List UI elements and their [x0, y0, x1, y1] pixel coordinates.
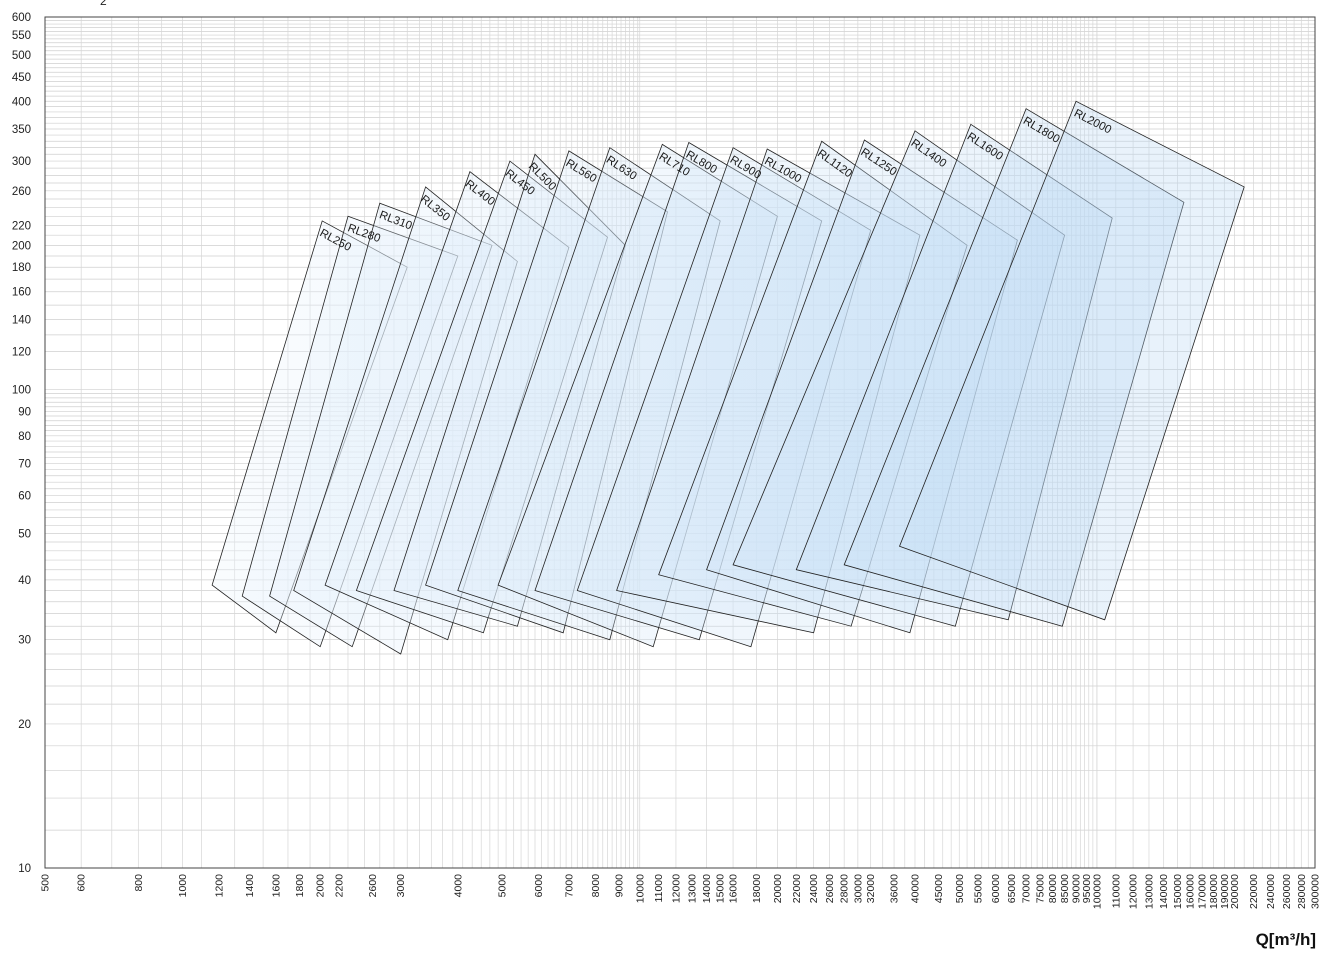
x-tick-label: 190000 [1219, 874, 1231, 909]
x-tick-label: 85000 [1059, 874, 1071, 903]
x-tick-label: 280000 [1296, 874, 1308, 909]
x-tick-label: 3000 [395, 874, 407, 898]
x-tick-label: 95000 [1081, 874, 1093, 903]
x-tick-label: 800 [133, 874, 145, 892]
x-tick-label: 260000 [1281, 874, 1293, 909]
x-tick-label: 1200 [213, 874, 225, 898]
x-tick-label: 2600 [367, 874, 379, 898]
x-tick-label: 10000 [634, 874, 646, 903]
x-tick-label: 22000 [791, 874, 803, 903]
y-tick-label: 30 [18, 635, 31, 647]
x-tick-label: 18000 [751, 874, 763, 903]
x-tick-label: 36000 [889, 874, 901, 903]
y-tick-label: 260 [12, 186, 31, 198]
y-tick-label: 160 [12, 287, 31, 299]
x-tick-label: 1400 [244, 874, 256, 898]
x-tick-label: 1800 [294, 874, 306, 898]
x-tick-label: 7000 [563, 874, 575, 898]
area-rl2000 [898, 100, 1245, 621]
x-tick-label: 28000 [839, 874, 851, 903]
x-tick-label: 50000 [954, 874, 966, 903]
x-tick-label: 12000 [670, 874, 682, 903]
x-tick-label: 220000 [1248, 874, 1260, 909]
y-tick-label: 400 [12, 96, 31, 108]
x-tick-label: 600 [76, 874, 88, 892]
x-tick-label: 8000 [590, 874, 602, 898]
x-tick-label: 500 [40, 874, 52, 892]
x-tick-label: 14000 [701, 874, 713, 903]
y-tick-label: 80 [18, 431, 31, 443]
y-tick-label: 600 [12, 12, 31, 24]
x-tick-label: 2200 [334, 874, 346, 898]
x-tick-label: 140000 [1158, 874, 1170, 909]
x-tick-label: 4000 [452, 874, 464, 898]
x-tick-label: 55000 [973, 874, 985, 903]
y-tick-label: 50 [18, 528, 31, 540]
x-tick-label: 120000 [1128, 874, 1140, 909]
x-tick-label: 13000 [686, 874, 698, 903]
x-tick-label: 80000 [1047, 874, 1059, 903]
x-tick-label: 170000 [1197, 874, 1209, 909]
x-tick-label: 32000 [865, 874, 877, 903]
x-tick-label: 100000 [1091, 874, 1103, 909]
y-tick-label: 220 [12, 221, 31, 233]
y-tick-label: 300 [12, 156, 31, 168]
x-tick-label: 20000 [772, 874, 784, 903]
x-tick-label: 11000 [653, 874, 665, 903]
y-tick-label: 550 [12, 30, 31, 42]
y-tick-label: 200 [12, 240, 31, 252]
y-axis-label-fragment: 2 [100, 0, 107, 8]
performance-areas [211, 100, 1245, 655]
x-tick-label: 24000 [808, 874, 820, 903]
x-tick-label: 45000 [933, 874, 945, 903]
y-tick-label: 10 [18, 863, 31, 875]
x-tick-label: 16000 [728, 874, 740, 903]
y-axis-ticks: 10 20 30 40 50 60 70 80 90 100 120 140 160 180 200 220 2… [12, 12, 31, 875]
y-tick-label: 60 [18, 491, 31, 503]
y-tick-label: 90 [18, 406, 31, 418]
x-tick-label: 9000 [613, 874, 625, 898]
x-tick-label: 130000 [1144, 874, 1156, 909]
x-tick-label: 200000 [1229, 874, 1241, 909]
x-tick-label: 30000 [852, 874, 864, 903]
x-tick-label: 65000 [1006, 874, 1018, 903]
y-tick-label: 500 [12, 50, 31, 62]
x-axis-label: Q[m³/h] [1255, 930, 1316, 949]
x-tick-label: 160000 [1185, 874, 1197, 909]
y-tick-label: 350 [12, 124, 31, 136]
x-tick-label: 90000 [1071, 874, 1083, 903]
x-tick-label: 300000 [1310, 874, 1322, 909]
x-tick-label: 6000 [533, 874, 545, 898]
x-tick-label: 75000 [1034, 874, 1046, 903]
x-tick-label: 180000 [1208, 874, 1220, 909]
x-tick-label: 1600 [270, 874, 282, 898]
x-tick-label: 110000 [1110, 874, 1122, 908]
x-axis-ticks: 500 600 800 1000 1200 1400 1600 1800 2000 2200 260… [40, 874, 1322, 909]
x-tick-label: 40000 [910, 874, 922, 903]
plot-frame [44, 16, 1316, 869]
y-tick-label: 450 [12, 72, 31, 84]
y-tick-label: 120 [12, 347, 31, 359]
y-tick-label: 70 [18, 459, 31, 471]
x-tick-label: 26000 [824, 874, 836, 903]
y-tick-label: 20 [18, 719, 31, 731]
y-tick-label: 180 [12, 262, 31, 274]
x-tick-label: 60000 [990, 874, 1002, 903]
x-tick-label: 150000 [1172, 874, 1184, 909]
x-tick-label: 5000 [497, 874, 509, 898]
x-tick-label: 70000 [1021, 874, 1033, 903]
x-tick-label: 15000 [715, 874, 727, 903]
y-tick-label: 100 [12, 384, 31, 396]
x-tick-label: 1000 [177, 874, 189, 898]
x-tick-label: 240000 [1265, 874, 1277, 909]
x-tick-label: 2000 [315, 874, 327, 898]
y-tick-label: 40 [18, 575, 31, 587]
y-tick-label: 140 [12, 314, 31, 326]
